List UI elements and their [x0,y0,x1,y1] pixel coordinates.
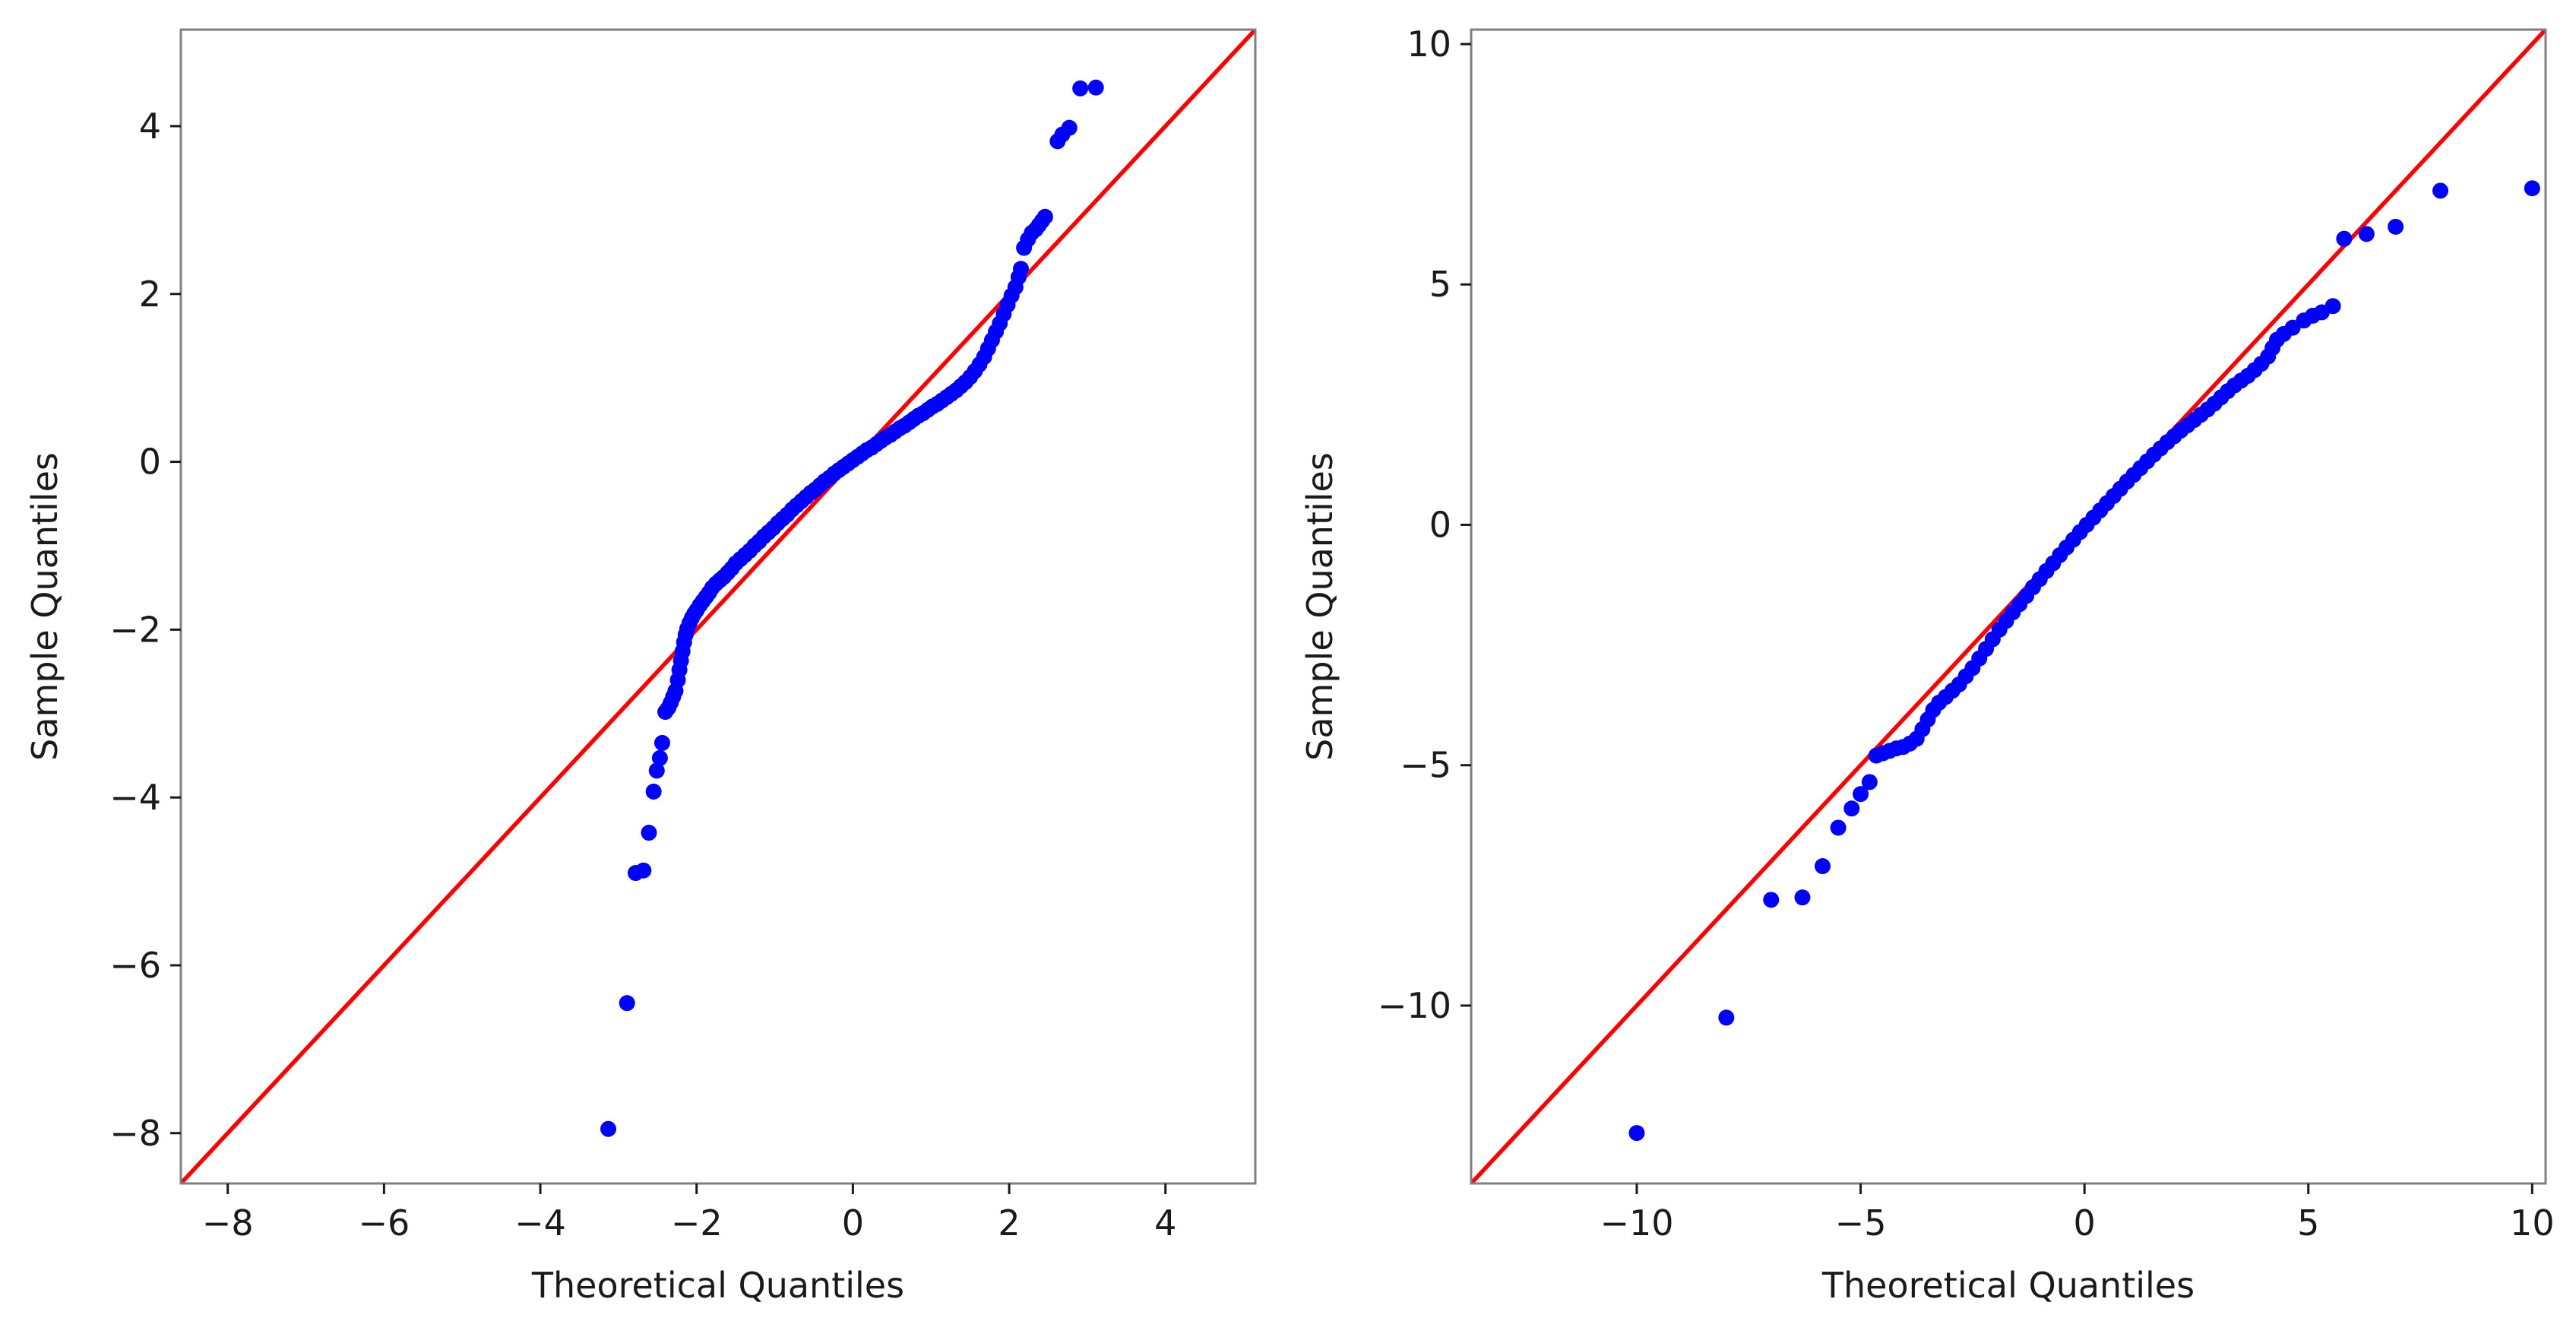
x-axis-label: Theoretical Quantiles [531,1265,904,1306]
data-point [1853,786,1869,803]
data-point [1061,119,1078,136]
data-point [2432,182,2449,199]
axes-frame [1470,28,2547,1185]
y-axis-label: Sample Quantiles [24,452,65,761]
data-point [1830,819,1847,836]
y-tick-label: −10 [1378,985,1451,1026]
y-tick-label: 2 [139,274,161,315]
x-axis-label: Theoretical Quantiles [1821,1265,2195,1306]
y-tick-label: −8 [109,1113,161,1154]
x-tick-label: −8 [202,1202,254,1244]
data-point [2524,180,2540,197]
data-point [1072,80,1089,97]
data-point [1861,774,1878,790]
data-point [1087,79,1104,96]
y-tick-label: 5 [1429,264,1451,305]
data-point [2388,218,2404,235]
data-point [2324,298,2341,315]
x-tick-label: 2 [998,1202,1020,1244]
data-point [635,862,652,879]
data-point [653,734,670,751]
x-tick-label: 0 [2074,1202,2096,1244]
data-point [1763,892,1780,908]
data-point [641,825,657,841]
data-point [648,762,665,779]
y-tick-label: 0 [1429,504,1451,545]
axes-frame [179,28,1257,1185]
data-point [1718,1009,1735,1026]
qq-plot-right: −10 −5 0 5 10 −10 −5 0 5 10 Theoretical Quantiles S… [1299,24,2555,1306]
y-tick-label: 10 [1407,24,1451,65]
y-tick-label: −5 [1400,745,1451,786]
y-tick-label: −2 [109,609,161,650]
x-tick-label: −5 [1835,1202,1887,1244]
x-tick-label: −4 [514,1202,566,1244]
reference-line [181,30,1255,1183]
data-point [1036,208,1053,225]
data-point [1814,858,1831,875]
data-point [645,783,662,800]
x-tick-label: −2 [671,1202,723,1244]
data-point [1012,261,1029,277]
data-point [651,749,668,766]
x-tick-label: −10 [1600,1202,1673,1244]
y-tick-label: 0 [139,442,161,483]
data-point [1628,1125,1645,1142]
y-tick-label: 4 [139,106,161,147]
qq-plot-left: −8 −6 −4 −2 0 2 4 −8 −6 −4 −2 0 2 4 Theoretical Quanti… [24,28,1257,1306]
x-tick-label: −6 [358,1202,410,1244]
x-tick-label: 0 [842,1202,864,1244]
data-point [2358,226,2375,242]
data-point [600,1120,617,1137]
x-tick-label: 5 [2297,1202,2319,1244]
data-point [1843,800,1860,817]
y-tick-label: −6 [109,945,161,986]
y-axis-label: Sample Quantiles [1299,452,1340,761]
y-tick-label: −4 [109,777,161,818]
data-point [1794,889,1811,906]
x-tick-label: 10 [2510,1202,2555,1244]
data-point [619,995,635,1012]
data-point [2336,230,2353,247]
x-tick-label: 4 [1154,1202,1176,1244]
